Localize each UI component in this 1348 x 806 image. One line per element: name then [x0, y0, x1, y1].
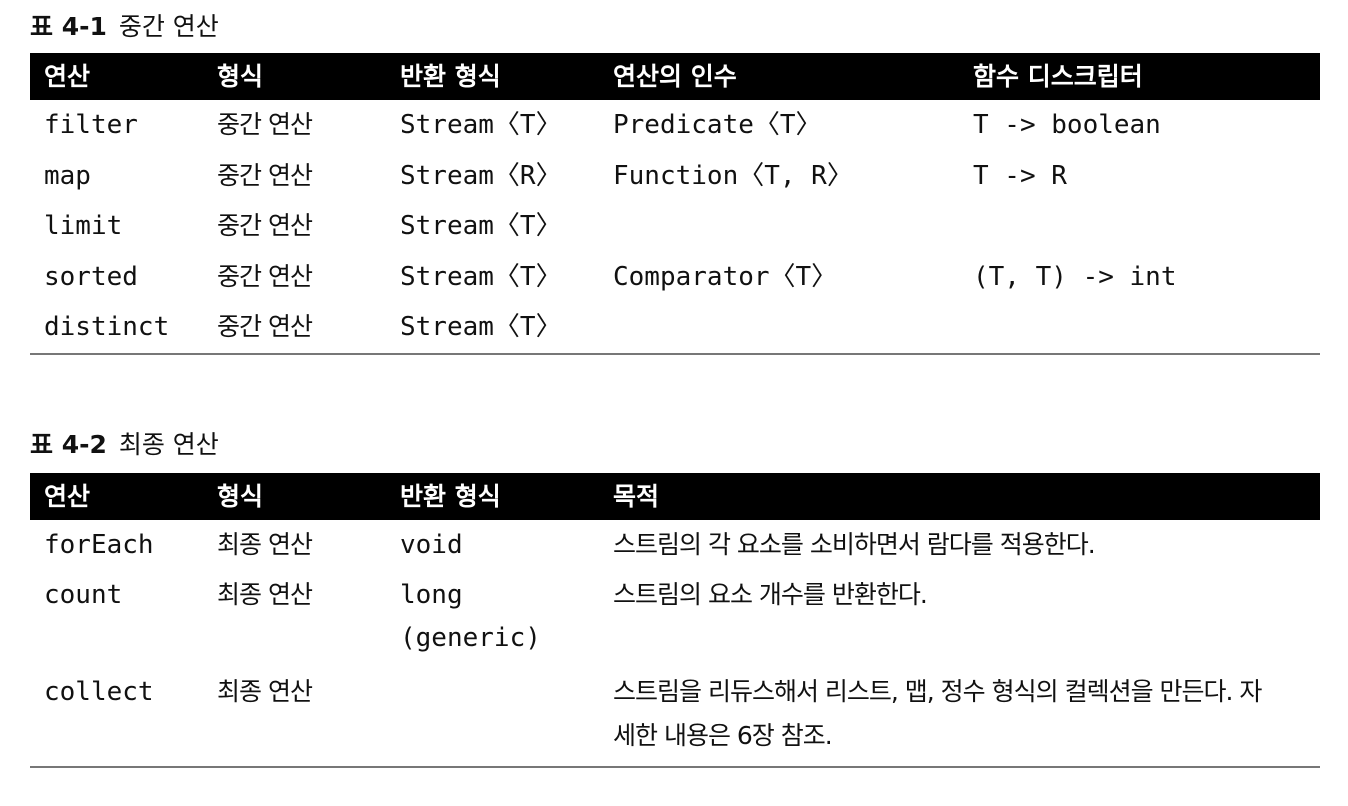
cell-operation: count [44, 580, 123, 610]
table-caption-4-1: 표 4-1 중간 연산 [30, 12, 219, 42]
header-return-type: 반환 형식 [400, 482, 501, 511]
intermediate-operations-table: 연산 형식 반환 형식 연산의 인수 함수 디스크립터 filter 중간 연산… [30, 53, 1320, 355]
cell-function-descriptor: T -> boolean [973, 110, 1161, 140]
cell-return-type: void [400, 530, 463, 560]
cell-return-type: long [400, 580, 463, 610]
table-header-row: 연산 형식 반환 형식 목적 [30, 473, 1320, 520]
cell-function-descriptor: T -> R [973, 160, 1067, 191]
table-row: count 최종 연산 long (generic) 스트림의 요소 개수를 반… [30, 570, 1320, 668]
table-row: forEach 최종 연산 void 스트림의 각 요소를 소비하면서 람다를 … [30, 520, 1320, 570]
table-header-row: 연산 형식 반환 형식 연산의 인수 함수 디스크립터 [30, 53, 1320, 100]
header-operation: 연산 [44, 482, 91, 511]
table-row: distinct 중간 연산 Stream〈T〉 [30, 302, 1320, 353]
table-label: 표 4-1 [30, 12, 107, 41]
cell-type: 최종 연산 [217, 530, 313, 559]
cell-function-descriptor: (T, T) -> int [973, 261, 1177, 292]
cell-purpose: 스트림을 리듀스해서 리스트, 맵, 정수 형식의 컬렉션을 만든다. 자 [613, 677, 1262, 706]
header-arguments: 연산의 인수 [613, 62, 737, 91]
header-operation: 연산 [44, 62, 91, 91]
cell-type: 중간 연산 [217, 312, 313, 341]
cell-return-type: Stream〈R〉 [400, 160, 562, 191]
cell-type: 중간 연산 [217, 211, 313, 240]
cell-type: 중간 연산 [217, 110, 313, 139]
cell-return-type-generic: (generic) [400, 623, 541, 653]
cell-operation: limit [44, 211, 123, 241]
cell-type: 중간 연산 [217, 160, 313, 190]
cell-type: 최종 연산 [217, 677, 313, 706]
cell-operation: sorted [44, 261, 138, 292]
header-function-descriptor: 함수 디스크립터 [973, 62, 1143, 91]
table-row: collect 최종 연산 스트림을 리듀스해서 리스트, 맵, 정수 형식의 … [30, 668, 1320, 768]
terminal-operations-table: 연산 형식 반환 형식 목적 forEach 최종 연산 void 스트림의 각… [30, 473, 1320, 768]
cell-arguments: Comparator〈T〉 [613, 261, 838, 292]
cell-operation: collect [44, 677, 154, 707]
cell-arguments: Function〈T, R〉 [613, 160, 853, 191]
cell-operation: filter [44, 110, 138, 140]
cell-return-type: Stream〈T〉 [400, 110, 562, 140]
cell-operation: map [44, 160, 91, 191]
cell-type: 중간 연산 [217, 261, 313, 291]
table-title: 중간 연산 [118, 12, 219, 41]
cell-return-type: Stream〈T〉 [400, 312, 562, 342]
table-label: 표 4-2 [30, 430, 107, 459]
table-row: limit 중간 연산 Stream〈T〉 [30, 201, 1320, 252]
cell-type: 최종 연산 [217, 580, 313, 609]
cell-return-type: Stream〈T〉 [400, 211, 562, 241]
cell-arguments: Predicate〈T〉 [613, 110, 822, 140]
table-title: 최종 연산 [118, 430, 219, 459]
header-purpose: 목적 [613, 482, 660, 511]
cell-purpose: 스트림의 요소 개수를 반환한다. [613, 580, 928, 609]
table-bottom-rule [30, 766, 1320, 768]
header-type: 형식 [217, 482, 264, 511]
cell-return-type: Stream〈T〉 [400, 261, 562, 292]
header-type: 형식 [217, 62, 264, 91]
cell-purpose: 스트림의 각 요소를 소비하면서 람다를 적용한다. [613, 530, 1096, 559]
cell-purpose-continued: 세한 내용은 6장 참조. [613, 721, 833, 750]
header-return-type: 반환 형식 [400, 62, 501, 91]
table-row: sorted 중간 연산 Stream〈T〉 Comparator〈T〉 (T,… [30, 252, 1320, 303]
cell-operation: forEach [44, 530, 154, 560]
table-caption-4-2: 표 4-2 최종 연산 [30, 430, 219, 460]
table-row: map 중간 연산 Stream〈R〉 Function〈T, R〉 T -> … [30, 151, 1320, 202]
table-bottom-rule [30, 353, 1320, 355]
table-row: filter 중간 연산 Stream〈T〉 Predicate〈T〉 T ->… [30, 100, 1320, 151]
cell-operation: distinct [44, 312, 170, 342]
